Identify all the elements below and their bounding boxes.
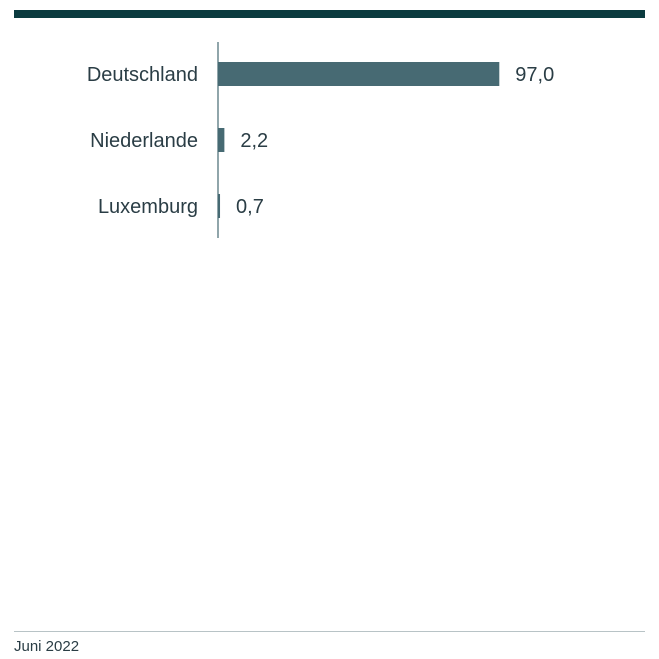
value-label-luxemburg: 0,7 xyxy=(236,196,264,218)
labels-layer: Deutschland 97,0 Niederlande 2,2 Luxemburg 0,… xyxy=(87,64,554,218)
category-label-deutschland: Deutschland xyxy=(87,64,198,86)
top-accent-bar xyxy=(14,10,645,18)
footer-date: Juni 2022 xyxy=(14,638,80,655)
bars-layer xyxy=(218,62,500,218)
bar-luxemburg xyxy=(218,194,221,218)
bar-niederlande xyxy=(218,128,225,152)
value-label-deutschland: 97,0 xyxy=(515,64,554,86)
category-label-luxemburg: Luxemburg xyxy=(98,196,198,218)
footer-divider xyxy=(14,631,645,632)
category-label-niederlande: Niederlande xyxy=(90,130,198,152)
bar-deutschland xyxy=(218,62,500,86)
value-label-niederlande: 2,2 xyxy=(240,130,268,152)
